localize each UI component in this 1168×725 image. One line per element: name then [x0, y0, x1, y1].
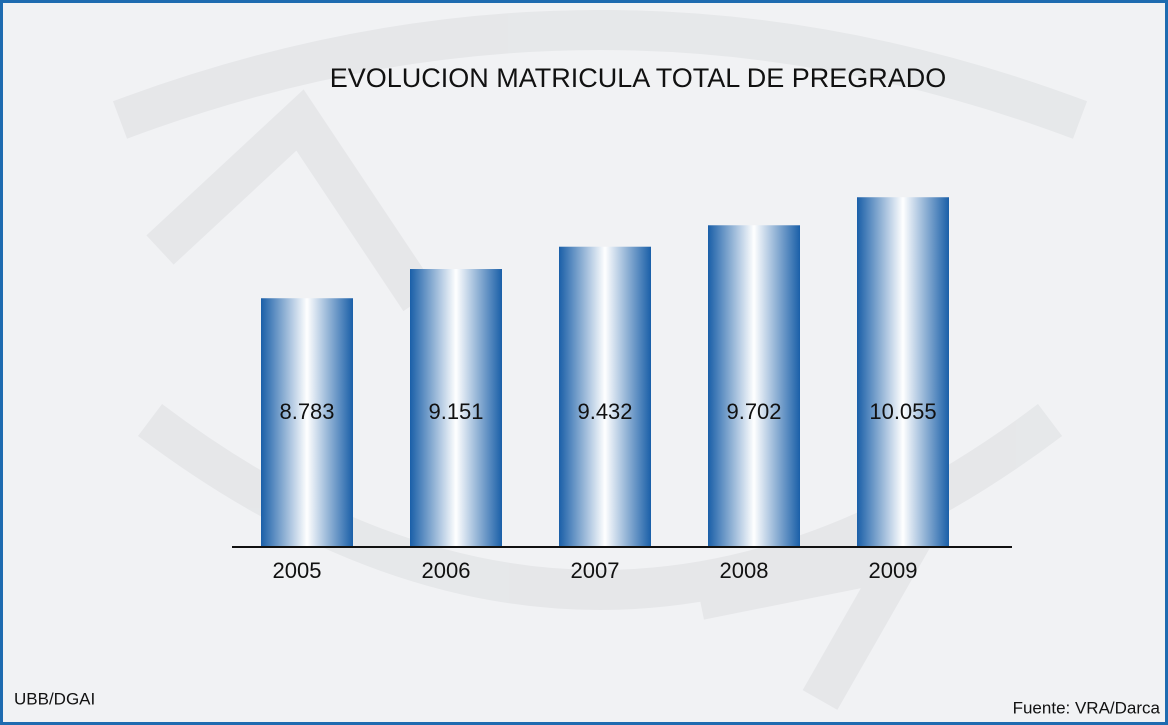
bar — [559, 246, 651, 547]
bar — [708, 225, 800, 548]
bar — [857, 197, 949, 548]
value-label: 9.151 — [428, 399, 483, 424]
x-tick-label: 2005 — [273, 558, 322, 583]
x-tick-label: 2006 — [422, 558, 471, 583]
source: Fuente: VRA/Darca — [1013, 698, 1161, 717]
value-label: 9.702 — [726, 399, 781, 424]
x-tick-label: 2009 — [869, 558, 918, 583]
bar — [261, 298, 353, 547]
x-tick-label: 2008 — [720, 558, 769, 583]
value-label: 8.783 — [279, 399, 334, 424]
credit: UBB/DGAI — [14, 689, 95, 708]
value-label: 10.055 — [869, 399, 936, 424]
value-label: 9.432 — [577, 399, 632, 424]
chart-title: EVOLUCION MATRICULA TOTAL DE PREGRADO — [330, 63, 947, 93]
x-tick-label: 2007 — [571, 558, 620, 583]
bar — [410, 269, 502, 547]
